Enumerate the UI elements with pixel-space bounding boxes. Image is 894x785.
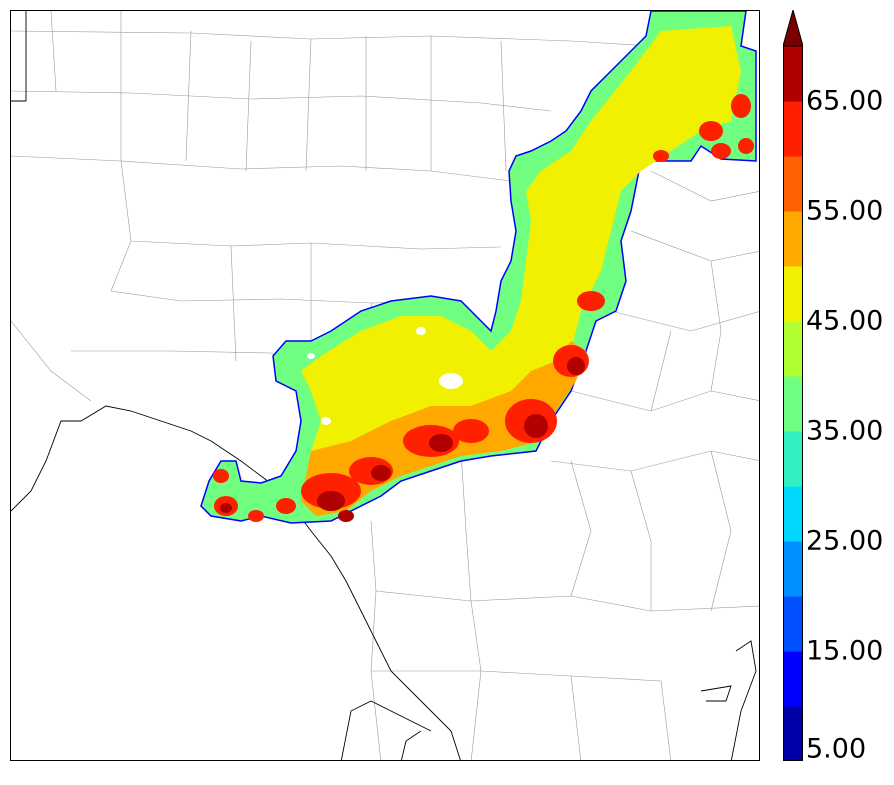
echo-core-cell: [338, 510, 354, 522]
colorbar-segment: [783, 211, 803, 267]
state-boundary: [11, 11, 757, 760]
echo-intense-cell: [248, 510, 264, 522]
radar-map-frame: [10, 10, 760, 761]
colorbar-tick-label: 55.00: [806, 195, 884, 227]
colorbar-segment: [783, 266, 803, 322]
colorbar-tick-label: 5.00: [806, 733, 867, 765]
echo-intense-cell: [711, 143, 731, 159]
echo-core-cell: [524, 414, 548, 438]
colorbar-tick-label: 25.00: [806, 525, 884, 557]
colorbar-segment: [783, 376, 803, 432]
colorbar-tick-label: 45.00: [806, 305, 884, 337]
echo-gap: [416, 327, 426, 335]
colorbar-segment: [783, 101, 803, 157]
echo-core-cell: [371, 465, 391, 481]
echo-intense-cell: [731, 94, 751, 118]
reflectivity-echoes: [200, 11, 757, 524]
county-boundaries: [11, 11, 759, 760]
colorbar-tick-label: 35.00: [806, 415, 884, 447]
colorbar-segment: [783, 596, 803, 652]
colorbar-segment: [783, 706, 803, 761]
echo-core-cell: [317, 491, 345, 511]
colorbar-segment: [783, 431, 803, 487]
echo-intense-cell: [738, 138, 754, 154]
echo-intense-cell: [577, 291, 605, 311]
colorbar-tick-label: 15.00: [806, 635, 884, 667]
echo-core-cell: [567, 357, 585, 375]
colorbar-border: [783, 45, 803, 761]
echo-core-cell: [220, 503, 232, 513]
colorbar-segment: [783, 651, 803, 707]
echo-gap: [307, 353, 315, 359]
colorbar-tick-label: 65.00: [806, 85, 884, 117]
radar-map: [11, 11, 759, 760]
colorbar-segment: [783, 486, 803, 542]
echo-gap: [321, 417, 331, 425]
colorbar-segment: [783, 46, 803, 102]
echo-intense-cell: [276, 498, 296, 514]
echo-intense-cell: [653, 150, 669, 162]
echo-gap: [439, 373, 463, 389]
echo-intense-cell: [213, 469, 229, 483]
echo-core-cell: [429, 434, 453, 452]
colorbar-segment: [783, 321, 803, 377]
colorbar-segment: [783, 156, 803, 212]
echo-moderate-region: [301, 26, 741, 491]
reflectivity-colorbar: [783, 10, 803, 761]
echo-intense-cell: [453, 419, 489, 443]
colorbar-segment: [783, 541, 803, 597]
echo-intense-cell: [699, 121, 723, 141]
colorbar-extend-arrow: [783, 10, 803, 47]
